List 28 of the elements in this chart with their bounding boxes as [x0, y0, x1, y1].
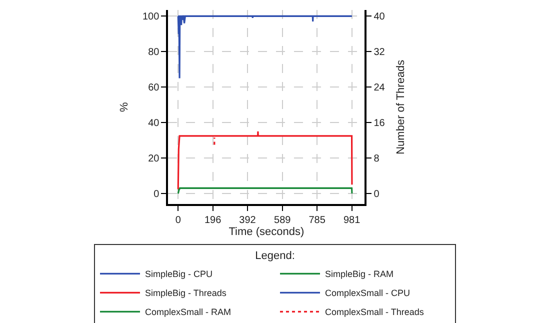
legend-label: ComplexSmall - Threads	[325, 307, 424, 318]
y-tick-label: 0	[154, 189, 160, 200]
x-tick-label: 785	[308, 215, 326, 226]
legend-label: ComplexSmall - CPU	[325, 288, 410, 298]
y2-tick-label: 8	[374, 154, 380, 165]
y2-tick-label: 0	[374, 189, 380, 200]
y-tick-label: 40	[148, 118, 160, 130]
x-tick-label: 392	[239, 215, 256, 226]
legend-label: ComplexSmall - RAM	[145, 307, 232, 318]
x-tick-label: 0	[175, 215, 182, 226]
y2-tick-label: 16	[374, 118, 386, 130]
y-tick-label: 60	[148, 82, 160, 94]
y-tick-label: 100	[142, 12, 160, 23]
x-axis-title: Time (seconds)	[228, 226, 304, 238]
y2-tick-label: 32	[374, 47, 386, 58]
y-tick-label: 20	[148, 154, 160, 165]
y2-axis-title: Number of Threads	[394, 59, 407, 154]
x-tick-label: 589	[274, 215, 292, 226]
legend-label: SimpleBig - RAM	[325, 269, 394, 280]
y2-tick-label: 40	[374, 12, 386, 23]
x-tick-label: 196	[204, 215, 222, 226]
x-tick-label: 981	[343, 215, 361, 226]
y2-tick-label: 24	[374, 82, 386, 94]
y-tick-label: 80	[148, 47, 160, 58]
legend-title: Legend:	[255, 250, 295, 262]
legend-label: SimpleBig - CPU	[145, 269, 213, 280]
legend-label: SimpleBig - Threads	[145, 288, 227, 298]
y-axis-title: %	[118, 102, 131, 112]
